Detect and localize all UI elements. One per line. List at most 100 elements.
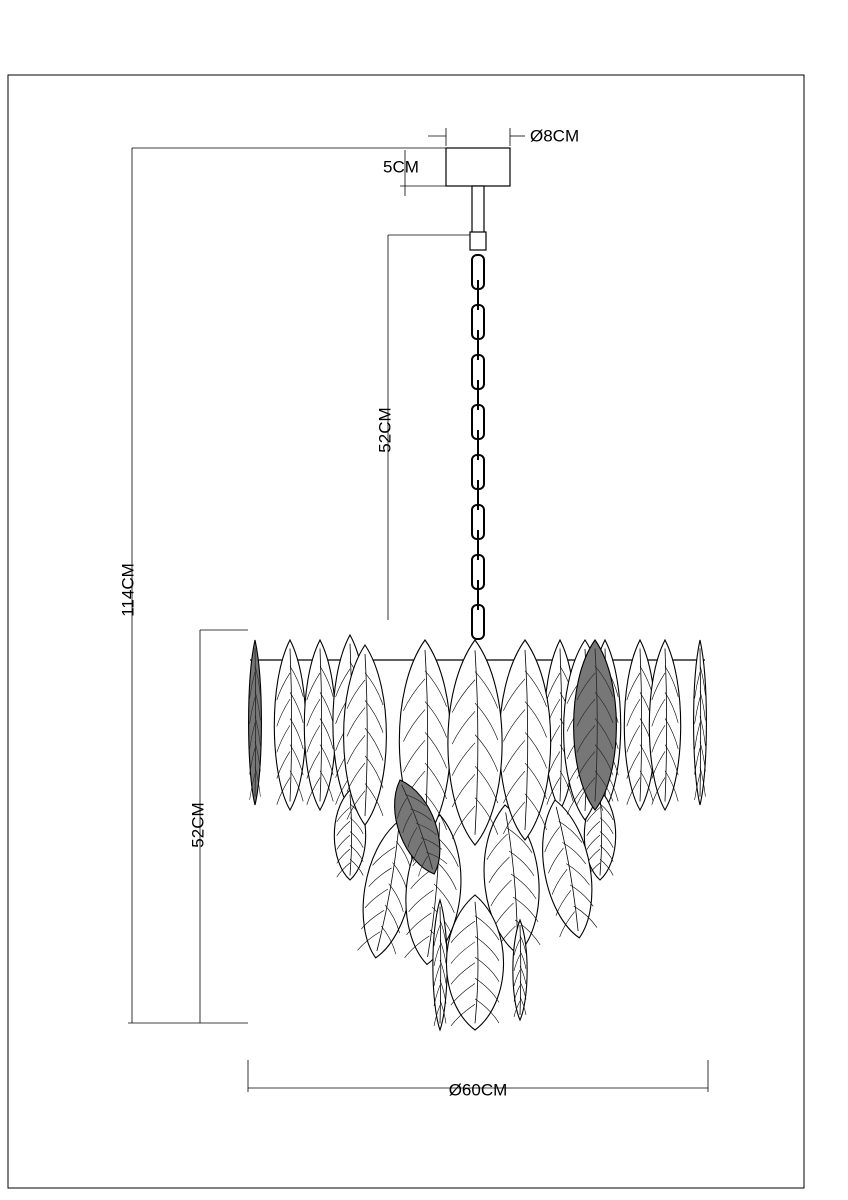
leaf-vein xyxy=(433,979,447,1007)
leaf-outline xyxy=(573,639,617,811)
leaf-vein xyxy=(576,770,614,805)
leaf-vein xyxy=(336,845,364,864)
leaf-vein xyxy=(439,906,442,1024)
leaf-vein xyxy=(651,692,679,727)
leaf-vein xyxy=(694,741,706,775)
leaf xyxy=(248,639,262,806)
leaf-vein xyxy=(408,883,455,913)
leaf-vein xyxy=(249,690,261,724)
leaf-vein xyxy=(451,734,499,776)
leaf-vein xyxy=(626,744,654,779)
leaf-vein xyxy=(450,957,500,985)
leaf-vein xyxy=(451,702,499,745)
leaf-vein xyxy=(346,755,384,792)
leaf xyxy=(542,799,598,939)
leaf xyxy=(303,638,337,812)
leaf-vein xyxy=(451,765,499,808)
leaf-vein xyxy=(651,770,679,805)
leaf-vein xyxy=(576,692,614,727)
leaf-vein xyxy=(361,904,400,934)
leaf-vein xyxy=(336,831,364,850)
leaf-vein xyxy=(651,665,679,701)
leaf-vein xyxy=(664,648,668,802)
leaf xyxy=(273,638,307,812)
leaf-vein xyxy=(450,998,500,1027)
leaf-vein xyxy=(306,744,334,779)
chain xyxy=(471,254,485,640)
leaf-vein xyxy=(551,863,590,895)
leaf-vein xyxy=(276,665,304,701)
total-height-label: 114CM xyxy=(118,563,137,617)
leaf-outline xyxy=(498,639,552,841)
body-height-label: 52CM xyxy=(188,802,207,847)
leaf-vein xyxy=(513,966,527,987)
leaf-vein xyxy=(639,648,643,802)
chain-link xyxy=(471,604,485,640)
canopy-height-label: 5CM xyxy=(383,157,419,176)
leaf-vein xyxy=(401,784,433,870)
leaf-vein xyxy=(548,842,587,874)
leaf-vein xyxy=(513,981,527,1002)
leaf-vein xyxy=(433,919,447,947)
leaf-vein xyxy=(418,851,448,877)
leaf-outline xyxy=(343,644,387,826)
leaf-vein xyxy=(488,850,535,883)
leaf-vein xyxy=(249,741,261,775)
leaf-vein xyxy=(433,959,447,987)
leaf-vein xyxy=(503,793,547,834)
leaf-vein xyxy=(346,783,384,820)
leaf-vein xyxy=(594,648,598,802)
leaf-outline xyxy=(273,638,307,812)
leaf-vein xyxy=(694,690,706,724)
leaf xyxy=(512,918,528,1022)
leaf-vein xyxy=(336,858,364,878)
leaf-vein xyxy=(513,950,527,971)
leaf xyxy=(573,639,617,811)
leaf-vein xyxy=(403,701,447,742)
leaf-vein xyxy=(276,744,304,779)
leaf-vein xyxy=(451,797,499,839)
leaf-vein xyxy=(576,718,614,753)
leaf-vein xyxy=(364,883,404,912)
dimension-lines xyxy=(128,128,709,1092)
leaf-vein xyxy=(586,803,614,823)
chain-length-label: 52CM xyxy=(375,407,394,452)
leaf xyxy=(357,819,413,959)
leaf-outline xyxy=(542,799,593,939)
frame xyxy=(7,74,805,1189)
leaf-vein xyxy=(576,665,614,701)
leaf-vein xyxy=(503,762,547,804)
leaf-vein xyxy=(306,718,334,753)
leaf-vein xyxy=(486,827,533,860)
leaf xyxy=(583,789,617,881)
canopy-diameter-label: Ø8CM xyxy=(530,126,579,145)
leaf-vein xyxy=(694,665,706,699)
leaf-vein xyxy=(433,999,447,1027)
leaf-vein xyxy=(349,794,353,876)
leaf xyxy=(648,638,682,812)
leaf-vein xyxy=(503,670,547,711)
leaf-vein xyxy=(474,650,479,835)
leaf-vein xyxy=(403,670,447,711)
leaf-vein xyxy=(249,716,261,750)
leaf-vein xyxy=(346,672,384,709)
leaf-vein xyxy=(651,718,679,753)
leaf-vein xyxy=(403,732,447,773)
leaf-vein xyxy=(346,700,384,737)
leaf-vein xyxy=(451,671,499,713)
leaf-vein xyxy=(336,817,364,836)
leaf-vein xyxy=(559,648,563,802)
leaf-vein xyxy=(503,732,547,773)
leaf-vein xyxy=(555,884,594,916)
leaf-vein xyxy=(513,935,527,956)
leaf xyxy=(432,898,448,1032)
leaf-outline xyxy=(648,638,682,812)
leaf-vein xyxy=(490,873,537,906)
leaf-vein xyxy=(276,770,304,805)
leaf-outline xyxy=(394,779,441,875)
leaf-vein xyxy=(412,837,443,863)
body-diameter-label: Ø60CM xyxy=(449,1080,508,1099)
leaf-vein xyxy=(249,665,261,699)
leaf-vein xyxy=(306,665,334,701)
